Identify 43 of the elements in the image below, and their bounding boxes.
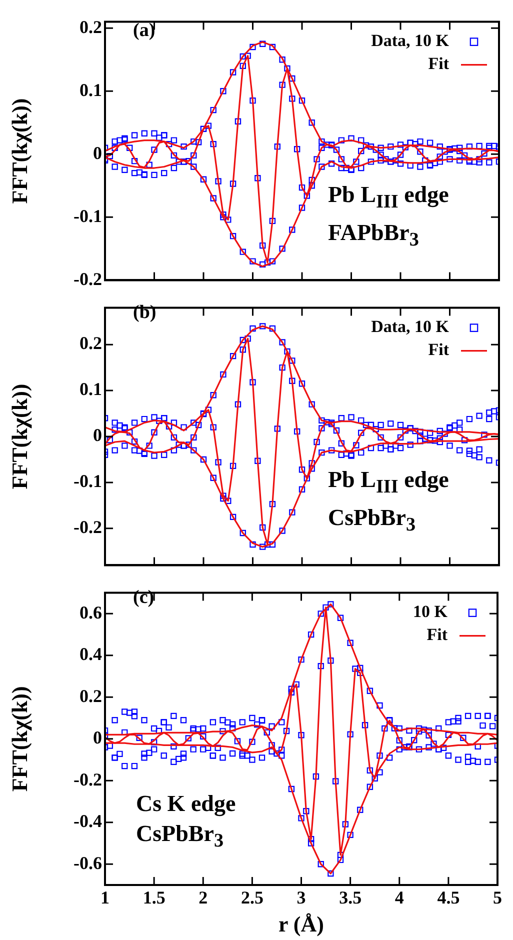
y-tick-label: -0.2 xyxy=(74,517,102,538)
legend-label: Data, 10 K xyxy=(371,31,450,50)
y-axis-title: FFT(kχ(k)) xyxy=(6,98,32,204)
x-axis-title: r (Å) xyxy=(278,911,324,936)
y-tick-label: 0.4 xyxy=(80,644,102,664)
legend-label: Fit xyxy=(428,54,450,74)
x-tick-label: 2 xyxy=(198,887,208,908)
y-tick-label: 0 xyxy=(93,728,102,748)
y-tick-label: 0.6 xyxy=(80,602,102,622)
y-tick-label: -0.2 xyxy=(74,769,102,790)
annotation: CsPbBr$_{3}$ xyxy=(136,820,225,854)
y-tick-label: -0.6 xyxy=(74,852,102,873)
y-tick-label: -0.1 xyxy=(74,471,102,492)
annotation: Cs K edge xyxy=(136,790,236,818)
legend-label: Fit xyxy=(428,340,450,360)
y-tick-label: 0.2 xyxy=(80,686,102,706)
annotation: CsPbBr$_{3}$ xyxy=(328,504,417,538)
x-tick-label: 4.5 xyxy=(437,887,460,908)
y-tick-label: 0.1 xyxy=(80,80,102,100)
x-tick-label: 3.5 xyxy=(339,887,362,908)
annotation: (a) xyxy=(133,20,156,42)
y-tick-label: 0 xyxy=(93,425,102,446)
y-tick-label: -0.4 xyxy=(74,811,102,832)
x-tick-label: 1.5 xyxy=(142,887,166,908)
y-tick-label: 0.1 xyxy=(80,379,102,400)
y-tick-label: -0.1 xyxy=(74,206,102,226)
annotation: FAPbBr$_{3}$ xyxy=(328,218,420,252)
legend-label: Data, 10 K xyxy=(371,317,450,336)
x-tick-label: 3 xyxy=(296,887,306,908)
y-tick-label: 0.2 xyxy=(80,333,102,354)
x-tick-label: 2.5 xyxy=(240,887,264,908)
y-axis-title: FFT(kχ(k)) xyxy=(6,384,32,490)
y-tick-label: -0.2 xyxy=(74,268,102,289)
legend-label: Fit xyxy=(426,625,448,644)
legend-label: 10 K xyxy=(413,602,448,622)
annotation: Pb L$_{III}$ edge xyxy=(328,181,449,215)
y-axis-title: FFT(kχ(k)) xyxy=(6,686,32,792)
x-tick-label: 1 xyxy=(100,887,110,908)
annotation: Pb L$_{III}$ edge xyxy=(328,466,449,500)
y-tick-label: 0.2 xyxy=(80,16,102,37)
y-tick-label: 0 xyxy=(93,142,102,163)
x-tick-label: 4 xyxy=(394,887,404,908)
x-tick-label: 5 xyxy=(493,887,502,908)
